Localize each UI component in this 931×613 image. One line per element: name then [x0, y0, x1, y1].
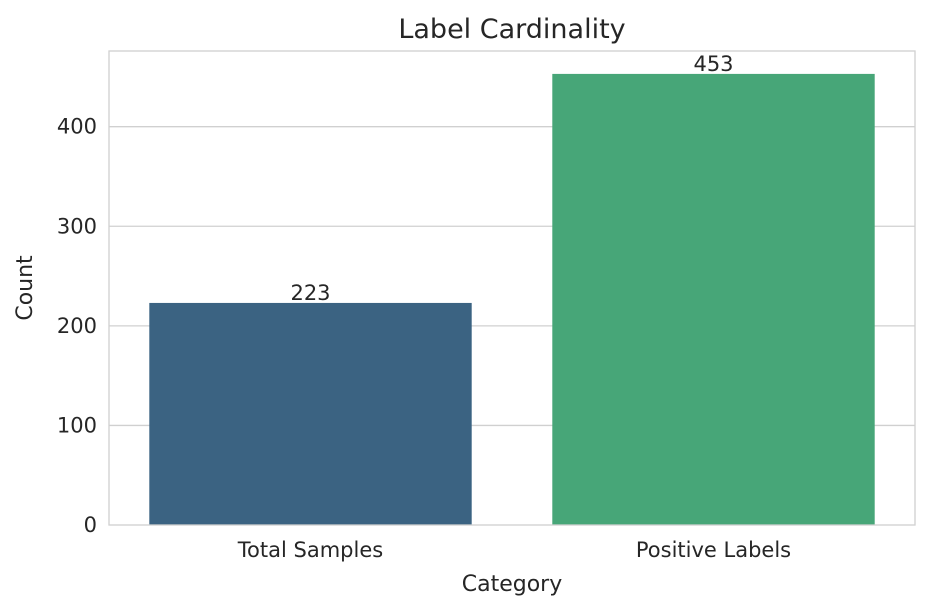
- bar-value-label: 453: [693, 52, 733, 76]
- data-labels: 223 453: [290, 52, 733, 305]
- bar: [552, 73, 875, 526]
- chart-title: Label Cardinality: [398, 14, 625, 45]
- y-axis-label: Count: [13, 255, 38, 321]
- bars: [149, 73, 875, 526]
- x-axis-label: Category: [462, 572, 563, 597]
- bar: [149, 302, 472, 525]
- bar-value-label: 223: [290, 281, 330, 305]
- x-tick-label: Positive Labels: [636, 538, 791, 562]
- y-tick-label: 200: [57, 314, 97, 338]
- x-tick-label: Total Samples: [237, 538, 383, 562]
- y-tick-label: 400: [57, 115, 97, 139]
- x-tick-labels: Total Samples Positive Labels: [237, 538, 791, 562]
- y-tick-label: 0: [84, 513, 97, 537]
- y-tick-labels: 0 100 200 300 400: [57, 115, 97, 537]
- plot-frame: [108, 50, 916, 526]
- y-tick-label: 100: [57, 413, 97, 437]
- y-tick-label: 300: [57, 214, 97, 238]
